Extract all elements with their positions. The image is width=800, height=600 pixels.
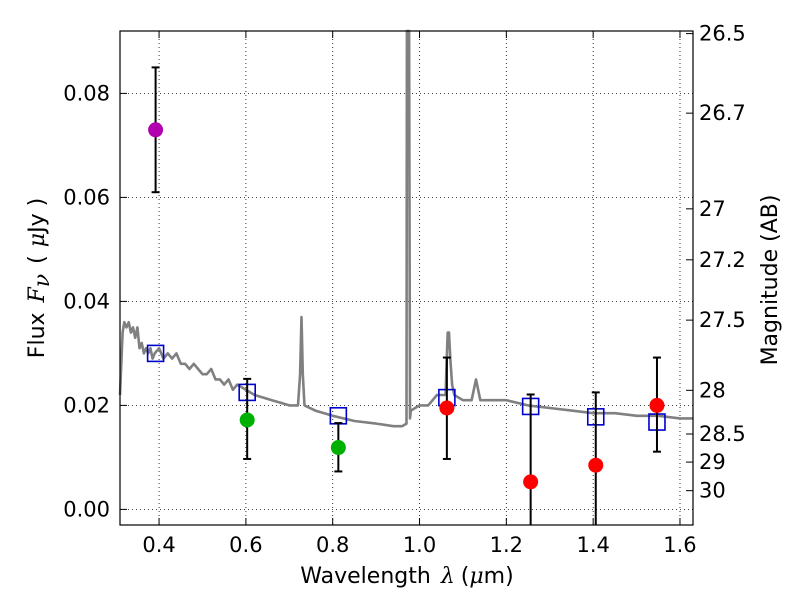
observed-flux-point — [330, 440, 346, 456]
ticks-layer: 0.4 0.6 0.8 1.0 1.2 1.4 1.6 0.00 0.02 0.04 0.06 0.0… — [63, 22, 746, 557]
template-layer — [118, 29, 693, 428]
y2-tick-label: 27.5 — [699, 308, 746, 332]
observed-flux-point — [588, 457, 604, 473]
model-flux-square — [146, 344, 165, 363]
y-tick-label: 0.06 — [63, 185, 110, 209]
observed-flux-point — [148, 122, 164, 138]
x-tick-label: 0.4 — [142, 533, 175, 557]
mu-symbol: μ — [469, 564, 483, 589]
y2-tick-label: 26.7 — [699, 101, 746, 125]
y2-tick-label: 27.2 — [699, 248, 746, 272]
y-tick-label: 0.04 — [63, 289, 110, 313]
observed-flux-point — [649, 397, 665, 413]
y2-tick-label: 26.5 — [699, 22, 746, 46]
x-axis-label: Wavelength λ (μm) — [300, 564, 513, 589]
y2-tick-label: 29 — [699, 450, 726, 474]
lambda-symbol: λ — [440, 564, 455, 589]
y-tick-label: 0.02 — [63, 393, 110, 417]
y-tick-label: 0.08 — [63, 81, 110, 105]
y-tick-label: 0.00 — [63, 497, 110, 521]
y2-tick-label: 30 — [699, 479, 726, 503]
y-axis-label: FluxFν(μJy ) — [25, 198, 55, 358]
y2-tick-label: 27 — [699, 197, 726, 221]
plot-frame — [119, 30, 694, 526]
observed-flux-point — [239, 412, 255, 428]
observed-points-layer — [148, 66, 665, 525]
x-tick-label: 1.6 — [663, 533, 696, 557]
y2-tick-label: 28 — [699, 378, 726, 402]
x-tick-label: 0.8 — [316, 533, 349, 557]
x-tick-label: 1.0 — [403, 533, 436, 557]
observed-flux-point — [439, 400, 455, 416]
template-spectrum-line — [118, 29, 693, 428]
x-tick-label: 0.6 — [229, 533, 262, 557]
y2-axis-label: Magnitude (AB) — [758, 195, 783, 366]
y2-tick-label: 28.5 — [699, 422, 746, 446]
x-tick-label: 1.2 — [490, 533, 523, 557]
x-tick-label: 1.4 — [576, 533, 609, 557]
observed-flux-point — [523, 474, 539, 490]
